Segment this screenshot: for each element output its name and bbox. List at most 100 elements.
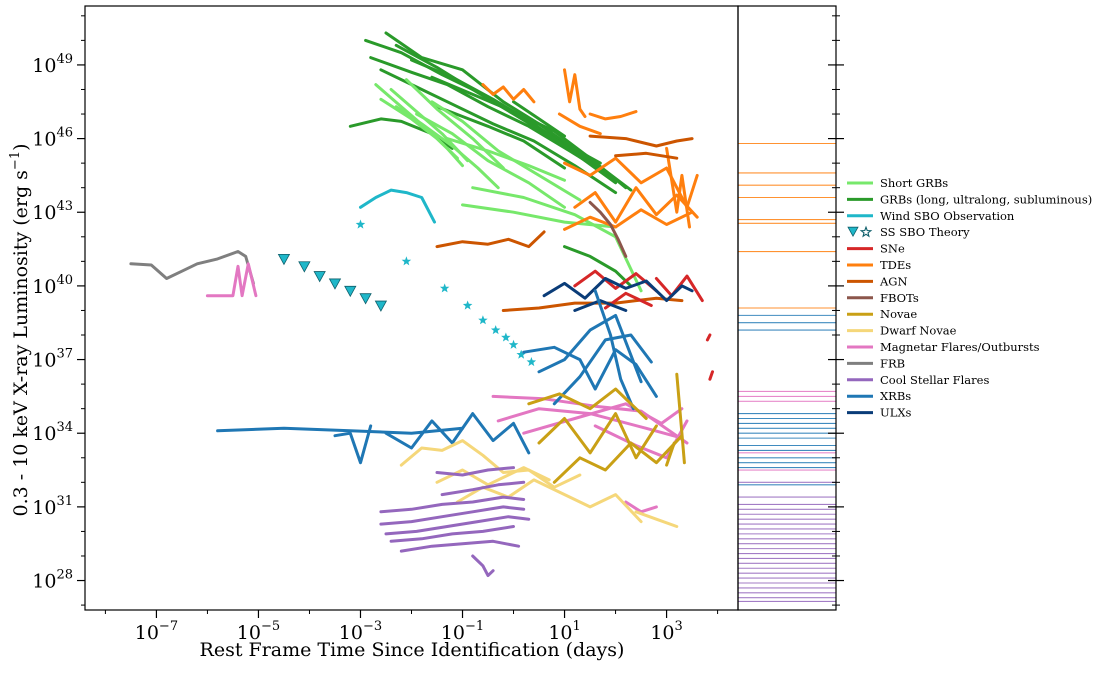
series-line bbox=[379, 505, 526, 526]
series-line bbox=[563, 208, 694, 231]
legend-label: ULXs bbox=[880, 406, 912, 420]
series-line bbox=[588, 110, 638, 121]
series-line bbox=[394, 105, 500, 190]
series-line bbox=[552, 333, 653, 406]
series-line bbox=[384, 515, 531, 536]
legend-label: Magnetar Flares/Outbursts bbox=[880, 340, 1040, 354]
series-wind-sbo-observation bbox=[359, 188, 436, 224]
theory-star-point bbox=[501, 332, 511, 342]
series-line bbox=[542, 277, 694, 303]
series-line bbox=[455, 478, 643, 524]
series-line bbox=[512, 100, 566, 138]
theory-star-point bbox=[508, 339, 519, 349]
legend-label: AGN bbox=[879, 274, 908, 288]
legend-entry: SNe bbox=[847, 242, 905, 256]
series-ss-sbo-theory-triangles- bbox=[277, 253, 388, 312]
legend-triangle-marker bbox=[847, 226, 859, 238]
series-ulxs bbox=[542, 277, 694, 312]
legend-label: Dwarf Novae bbox=[880, 324, 957, 338]
series-line bbox=[675, 372, 686, 465]
series-line bbox=[654, 274, 704, 303]
x-tick-label: 10−1 bbox=[441, 619, 484, 644]
series-line bbox=[333, 424, 373, 465]
series-line bbox=[481, 83, 536, 104]
legend-entry: ULXs bbox=[847, 406, 912, 420]
legend-label: GRBs (long, ultralong, subluminous) bbox=[880, 192, 1092, 206]
legend-entry: Novae bbox=[847, 307, 917, 321]
series-line bbox=[634, 510, 679, 528]
legend-entry: GRBs (long, ultralong, subluminous) bbox=[847, 192, 1092, 206]
series-line bbox=[399, 439, 582, 489]
legend: Short GRBs GRBs (long, ultralong, sublumi… bbox=[847, 176, 1092, 420]
series-line bbox=[624, 500, 658, 514]
theory-triangle-point bbox=[328, 278, 342, 290]
series-line bbox=[430, 100, 582, 202]
x-tick-label: 10−7 bbox=[135, 619, 178, 644]
series-line bbox=[384, 412, 531, 455]
series-fbots bbox=[588, 200, 628, 258]
theory-triangle-point bbox=[359, 293, 372, 305]
series-line bbox=[471, 554, 495, 578]
series-line bbox=[435, 105, 566, 170]
series-line bbox=[399, 539, 521, 553]
legend-label: SS SBO Theory bbox=[880, 225, 970, 239]
series-line bbox=[430, 75, 628, 190]
legend-entry: XRBs bbox=[847, 389, 911, 403]
legend-entry: Dwarf Novae bbox=[847, 324, 957, 338]
series-line bbox=[359, 188, 436, 224]
theory-star-point bbox=[401, 256, 412, 266]
theory-star-point bbox=[490, 325, 501, 335]
legend-label: TDEs bbox=[880, 258, 911, 272]
theory-star-point bbox=[439, 283, 450, 293]
series-line bbox=[563, 68, 587, 118]
plot-area bbox=[129, 31, 714, 578]
y-tick-label: 1043 bbox=[32, 199, 73, 224]
theory-triangle-point bbox=[277, 253, 291, 266]
legend-label: FRB bbox=[880, 356, 905, 370]
y-tick-label: 1046 bbox=[32, 126, 73, 151]
y-tick-label: 1034 bbox=[32, 420, 73, 445]
series-line bbox=[440, 480, 526, 497]
legend-entry: TDEs bbox=[847, 258, 911, 272]
x-tick-label: 103 bbox=[650, 619, 682, 644]
series-tdes bbox=[481, 68, 699, 231]
series-line bbox=[379, 97, 459, 160]
x-tick-label: 10−5 bbox=[237, 619, 280, 644]
theory-star-point bbox=[526, 357, 537, 367]
theory-triangle-point bbox=[298, 261, 311, 273]
series-line bbox=[445, 137, 566, 182]
y-tick-label: 1028 bbox=[32, 568, 73, 593]
legend-label: Wind SBO Observation bbox=[880, 209, 1015, 223]
legend-entry: FBOTs bbox=[847, 291, 919, 305]
theory-triangle-point bbox=[374, 300, 388, 312]
x-axis-label: Rest Frame Time Since Identification (da… bbox=[200, 639, 625, 661]
series-line bbox=[573, 269, 658, 293]
series-line bbox=[415, 112, 566, 209]
legend-star-marker bbox=[859, 225, 873, 238]
series-line bbox=[527, 387, 648, 420]
series-line bbox=[205, 262, 258, 298]
series-frb bbox=[129, 250, 255, 285]
series-line bbox=[603, 291, 653, 310]
y-tick-label: 1040 bbox=[32, 273, 73, 298]
theory-star-point bbox=[462, 300, 473, 310]
series-line bbox=[708, 370, 714, 381]
y-tick-label: 1037 bbox=[32, 347, 73, 372]
series-line bbox=[435, 466, 515, 477]
series-line bbox=[379, 68, 618, 195]
series-sne bbox=[573, 269, 714, 381]
legend-entry: Short GRBs bbox=[847, 176, 948, 190]
legend-entry: Wind SBO Observation bbox=[847, 209, 1015, 223]
series-line bbox=[552, 434, 684, 484]
series-line bbox=[665, 146, 691, 229]
legend-entry: Magnetar Flares/Outbursts bbox=[847, 340, 1040, 354]
series-line bbox=[557, 112, 602, 136]
y-tick-label: 1031 bbox=[32, 494, 73, 519]
series-line bbox=[563, 245, 633, 288]
legend-entry: SS SBO Theory bbox=[847, 225, 970, 239]
series-grbs-long-ultralong-subluminous- bbox=[348, 31, 633, 288]
right-panel-luminosity-levels bbox=[738, 142, 836, 602]
series-line bbox=[588, 200, 628, 258]
legend-label: Short GRBs bbox=[880, 176, 948, 190]
